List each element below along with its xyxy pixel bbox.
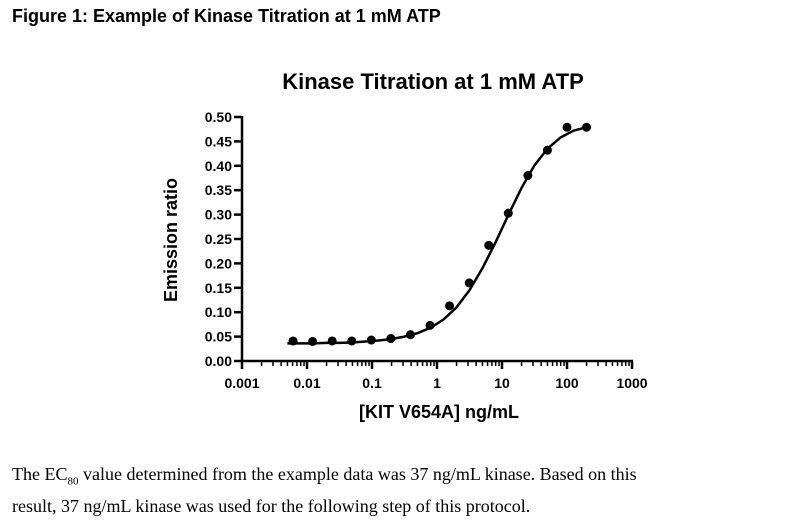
data-point xyxy=(562,122,572,132)
y-tick-label: 0.40 xyxy=(205,158,232,174)
y-tick-label: 0.10 xyxy=(205,304,232,320)
x-tick-label: 1 xyxy=(433,375,441,391)
x-tick-label: 0.1 xyxy=(362,375,382,391)
data-point xyxy=(542,145,552,155)
data-point xyxy=(464,278,474,288)
data-point xyxy=(405,330,415,340)
data-point xyxy=(366,335,376,345)
y-axis-label: Emission ratio xyxy=(161,178,181,302)
y-tick-label: 0.25 xyxy=(205,231,232,247)
data-point xyxy=(445,301,455,311)
y-tick-label: 0.15 xyxy=(205,280,232,296)
data-point xyxy=(288,336,298,346)
data-point xyxy=(425,320,435,330)
data-point xyxy=(484,240,494,250)
figure-heading: Figure 1: Example of Kinase Titration at… xyxy=(12,6,441,26)
y-tick-label: 0.35 xyxy=(205,182,232,198)
x-axis-ticks: 0.001 0.01 0.1 1 10 100 1000 xyxy=(224,361,648,391)
y-tick-label: 0.00 xyxy=(205,353,232,369)
caption: The EC80 value determined from the examp… xyxy=(12,462,802,518)
caption-text-end: value determined from the example data w… xyxy=(78,464,637,484)
x-tick-label: 1000 xyxy=(616,375,647,391)
data-point xyxy=(503,208,513,218)
data-point xyxy=(523,171,533,181)
y-tick-label: 0.20 xyxy=(205,255,232,271)
data-point xyxy=(347,336,357,346)
data-points xyxy=(288,122,592,346)
x-tick-label: 0.001 xyxy=(224,375,259,391)
caption-line-2: result, 37 ng/mL kinase was used for the… xyxy=(12,495,531,516)
caption-subscript: 80 xyxy=(67,475,79,488)
fit-curve xyxy=(287,125,587,345)
data-point xyxy=(582,122,592,132)
y-tick-label: 0.30 xyxy=(205,207,232,223)
caption-text-start: The EC xyxy=(12,464,68,484)
y-axis-ticks: 0.00 0.05 0.10 0.15 0.20 0.25 0.30 0.35 0.40 0.45… xyxy=(205,109,242,369)
chart-title: Kinase Titration at 1 mM ATP xyxy=(282,69,584,94)
x-tick-label: 10 xyxy=(494,375,510,391)
y-tick-label: 0.05 xyxy=(205,329,232,345)
y-tick-label: 0.50 xyxy=(205,109,232,125)
y-tick-label: 0.45 xyxy=(205,133,232,149)
data-point xyxy=(386,334,396,344)
data-point xyxy=(308,336,318,346)
x-tick-label: 100 xyxy=(555,375,579,391)
data-point xyxy=(327,336,337,346)
chart: Kinase Titration at 1 mM ATP 0.00 0.05 0.1… xyxy=(161,69,648,422)
x-axis-label: [KIT V654A] ng/mL xyxy=(359,402,519,422)
x-tick-label: 0.01 xyxy=(293,375,320,391)
